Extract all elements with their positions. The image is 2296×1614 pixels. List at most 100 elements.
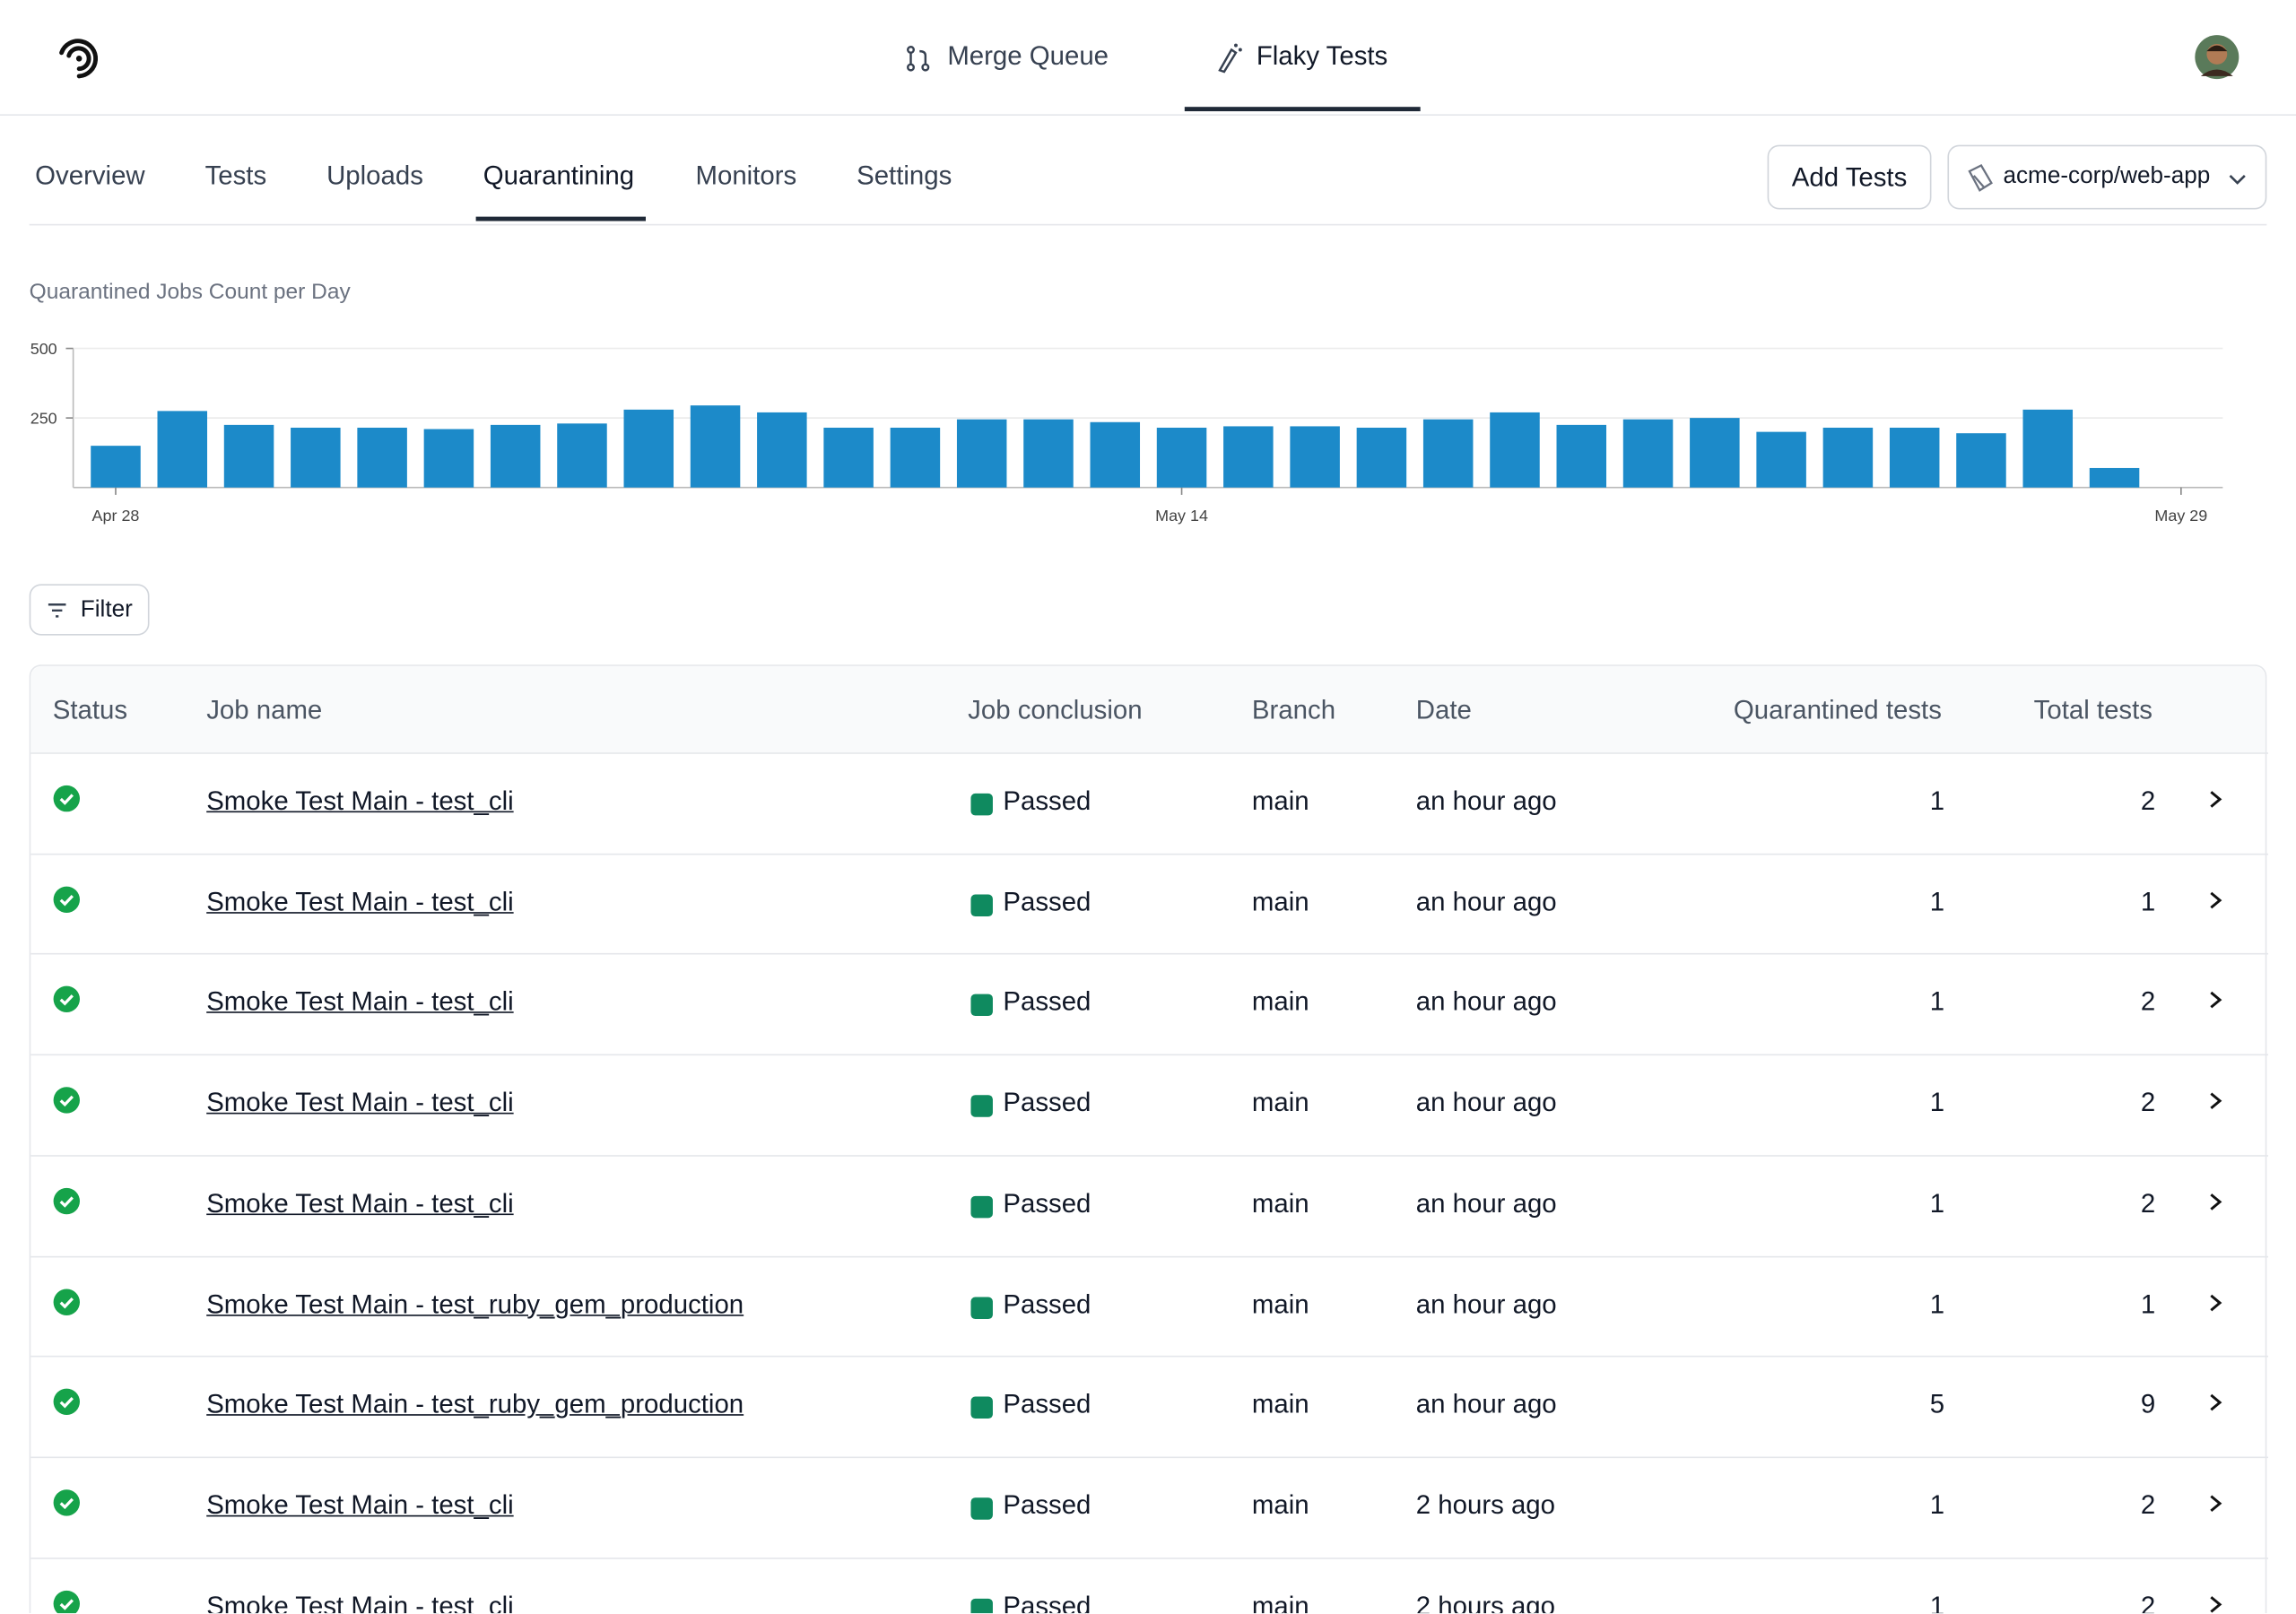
job-name[interactable]: Smoke Test Main - test_cli xyxy=(206,886,514,916)
status-icon xyxy=(53,1187,80,1214)
conclusion-swatch xyxy=(970,994,993,1017)
quarantined-tests: 1 xyxy=(1929,1489,1945,1520)
bar xyxy=(91,446,141,488)
chevron-right[interactable] xyxy=(2206,990,2224,1011)
x-tick-label: May 29 xyxy=(2154,507,2207,525)
bar xyxy=(690,405,741,488)
quarantined-tests: 1 xyxy=(1929,1188,1945,1219)
status-icon xyxy=(53,785,80,812)
chevron-right[interactable] xyxy=(2206,1192,2224,1212)
bar xyxy=(890,427,941,488)
bar xyxy=(1889,427,1940,488)
column-header: Job conclusion xyxy=(968,695,1143,725)
tab[interactable]: Uploads xyxy=(326,161,423,191)
bar xyxy=(490,424,541,488)
job-conclusion: Passed xyxy=(1003,1289,1091,1319)
chevron-right[interactable] xyxy=(2206,1090,2224,1111)
tab-active[interactable]: Quarantining xyxy=(483,161,635,191)
branch: main xyxy=(1251,1389,1309,1419)
merge-icon xyxy=(907,46,930,72)
date: an hour ago xyxy=(1415,987,1557,1017)
conclusion-swatch xyxy=(970,1095,993,1117)
x-tick-label: May 14 xyxy=(1155,507,1208,525)
conclusion-swatch xyxy=(970,1296,993,1319)
date: 2 hours ago xyxy=(1415,1489,1556,1520)
branch: main xyxy=(1251,886,1309,916)
job-name[interactable]: Smoke Test Main - test_cli xyxy=(206,1088,514,1117)
chevron-right[interactable] xyxy=(2206,789,2224,810)
job-name[interactable]: Smoke Test Main - test_cli xyxy=(206,785,514,816)
job-conclusion: Passed xyxy=(1003,1489,1091,1520)
job-name[interactable]: Smoke Test Main - test_cli xyxy=(206,1188,514,1219)
total-tests: 9 xyxy=(2140,1389,2156,1419)
bar xyxy=(1822,427,1874,488)
conclusion-swatch xyxy=(970,894,993,916)
job-name[interactable]: Smoke Test Main - test_cli xyxy=(206,987,514,1017)
chevron-right[interactable] xyxy=(2206,1493,2224,1514)
tab[interactable]: Overview xyxy=(35,161,145,191)
bar xyxy=(2089,467,2140,488)
repo-select[interactable]: acme-corp/web-app xyxy=(1947,144,2267,210)
bar xyxy=(1756,431,1806,488)
branch: main xyxy=(1251,785,1309,816)
top-bar xyxy=(0,0,2296,116)
table-row[interactable]: Smoke Test Main - test_ruby_gem_producti… xyxy=(30,1356,2268,1458)
add-tests-button[interactable]: Add Tests xyxy=(1767,144,1932,210)
job-name[interactable]: Smoke Test Main - test_cli xyxy=(206,1591,514,1614)
conclusion-swatch xyxy=(970,793,993,816)
date: an hour ago xyxy=(1415,886,1557,916)
table-row[interactable]: Smoke Test Main - test_cli Passed main an h… xyxy=(30,752,2268,855)
bar xyxy=(357,427,407,488)
tab[interactable]: Monitors xyxy=(695,161,797,191)
avatar[interactable] xyxy=(2194,34,2240,81)
bar xyxy=(1422,419,1474,488)
conclusion-swatch xyxy=(970,1598,993,1614)
table-row[interactable]: Smoke Test Main - test_cli Passed main an h… xyxy=(30,953,2268,1055)
date: an hour ago xyxy=(1415,1188,1557,1219)
job-conclusion: Passed xyxy=(1003,886,1091,916)
quarantined-tests: 1 xyxy=(1929,987,1945,1017)
filter-button[interactable]: Filter xyxy=(29,584,150,636)
bar xyxy=(2022,409,2074,488)
nav-flaky-tests[interactable]: Flaky Tests xyxy=(1256,40,1388,71)
table-row[interactable]: Smoke Test Main - test_cli Passed main an h… xyxy=(30,1154,2268,1257)
bar xyxy=(1956,433,2006,488)
total-tests: 2 xyxy=(2140,1188,2156,1219)
chevron-right[interactable] xyxy=(2206,889,2224,910)
tab-underline xyxy=(475,216,646,221)
table-row[interactable]: Smoke Test Main - test_cli Passed main an h… xyxy=(30,853,2268,955)
table-row[interactable]: Smoke Test Main - test_cli Passed main 2 ho… xyxy=(30,1456,2268,1558)
logo[interactable] xyxy=(53,32,106,85)
bar xyxy=(1356,427,1407,488)
bar xyxy=(157,411,208,488)
job-name[interactable]: Smoke Test Main - test_cli xyxy=(206,1489,514,1520)
table-row[interactable]: Smoke Test Main - test_cli Passed main 2 ho… xyxy=(30,1557,2268,1614)
job-conclusion: Passed xyxy=(1003,1389,1091,1419)
chart: 250 500 Apr 28 May 14 May 29 xyxy=(30,340,2223,525)
total-tests: 2 xyxy=(2140,1591,2156,1614)
chevron-right[interactable] xyxy=(2206,1292,2224,1313)
job-name[interactable]: Smoke Test Main - test_ruby_gem_producti… xyxy=(206,1289,744,1319)
column-header: Branch xyxy=(1251,695,1336,725)
bar xyxy=(1023,419,1074,488)
branch: main xyxy=(1251,1591,1309,1614)
status-icon xyxy=(53,1087,80,1114)
bar xyxy=(1090,421,1141,488)
bar xyxy=(1556,424,1607,488)
chevron-right[interactable] xyxy=(2206,1593,2224,1613)
branch: main xyxy=(1251,1489,1309,1520)
nav-merge-queue[interactable]: Merge Queue xyxy=(947,40,1109,71)
table-row[interactable]: Smoke Test Main - test_ruby_gem_producti… xyxy=(30,1255,2268,1358)
job-conclusion: Passed xyxy=(1003,987,1091,1017)
x-tick-label: Apr 28 xyxy=(92,507,140,525)
job-name[interactable]: Smoke Test Main - test_ruby_gem_producti… xyxy=(206,1389,744,1419)
table-row[interactable]: Smoke Test Main - test_cli Passed main an h… xyxy=(30,1054,2268,1157)
tab[interactable]: Tests xyxy=(204,161,267,191)
chevron-right[interactable] xyxy=(2206,1393,2224,1413)
branch: main xyxy=(1251,1188,1309,1219)
status-icon xyxy=(53,886,80,913)
tab[interactable]: Settings xyxy=(857,161,952,191)
bar xyxy=(623,409,674,488)
chevron-down xyxy=(2229,174,2246,185)
